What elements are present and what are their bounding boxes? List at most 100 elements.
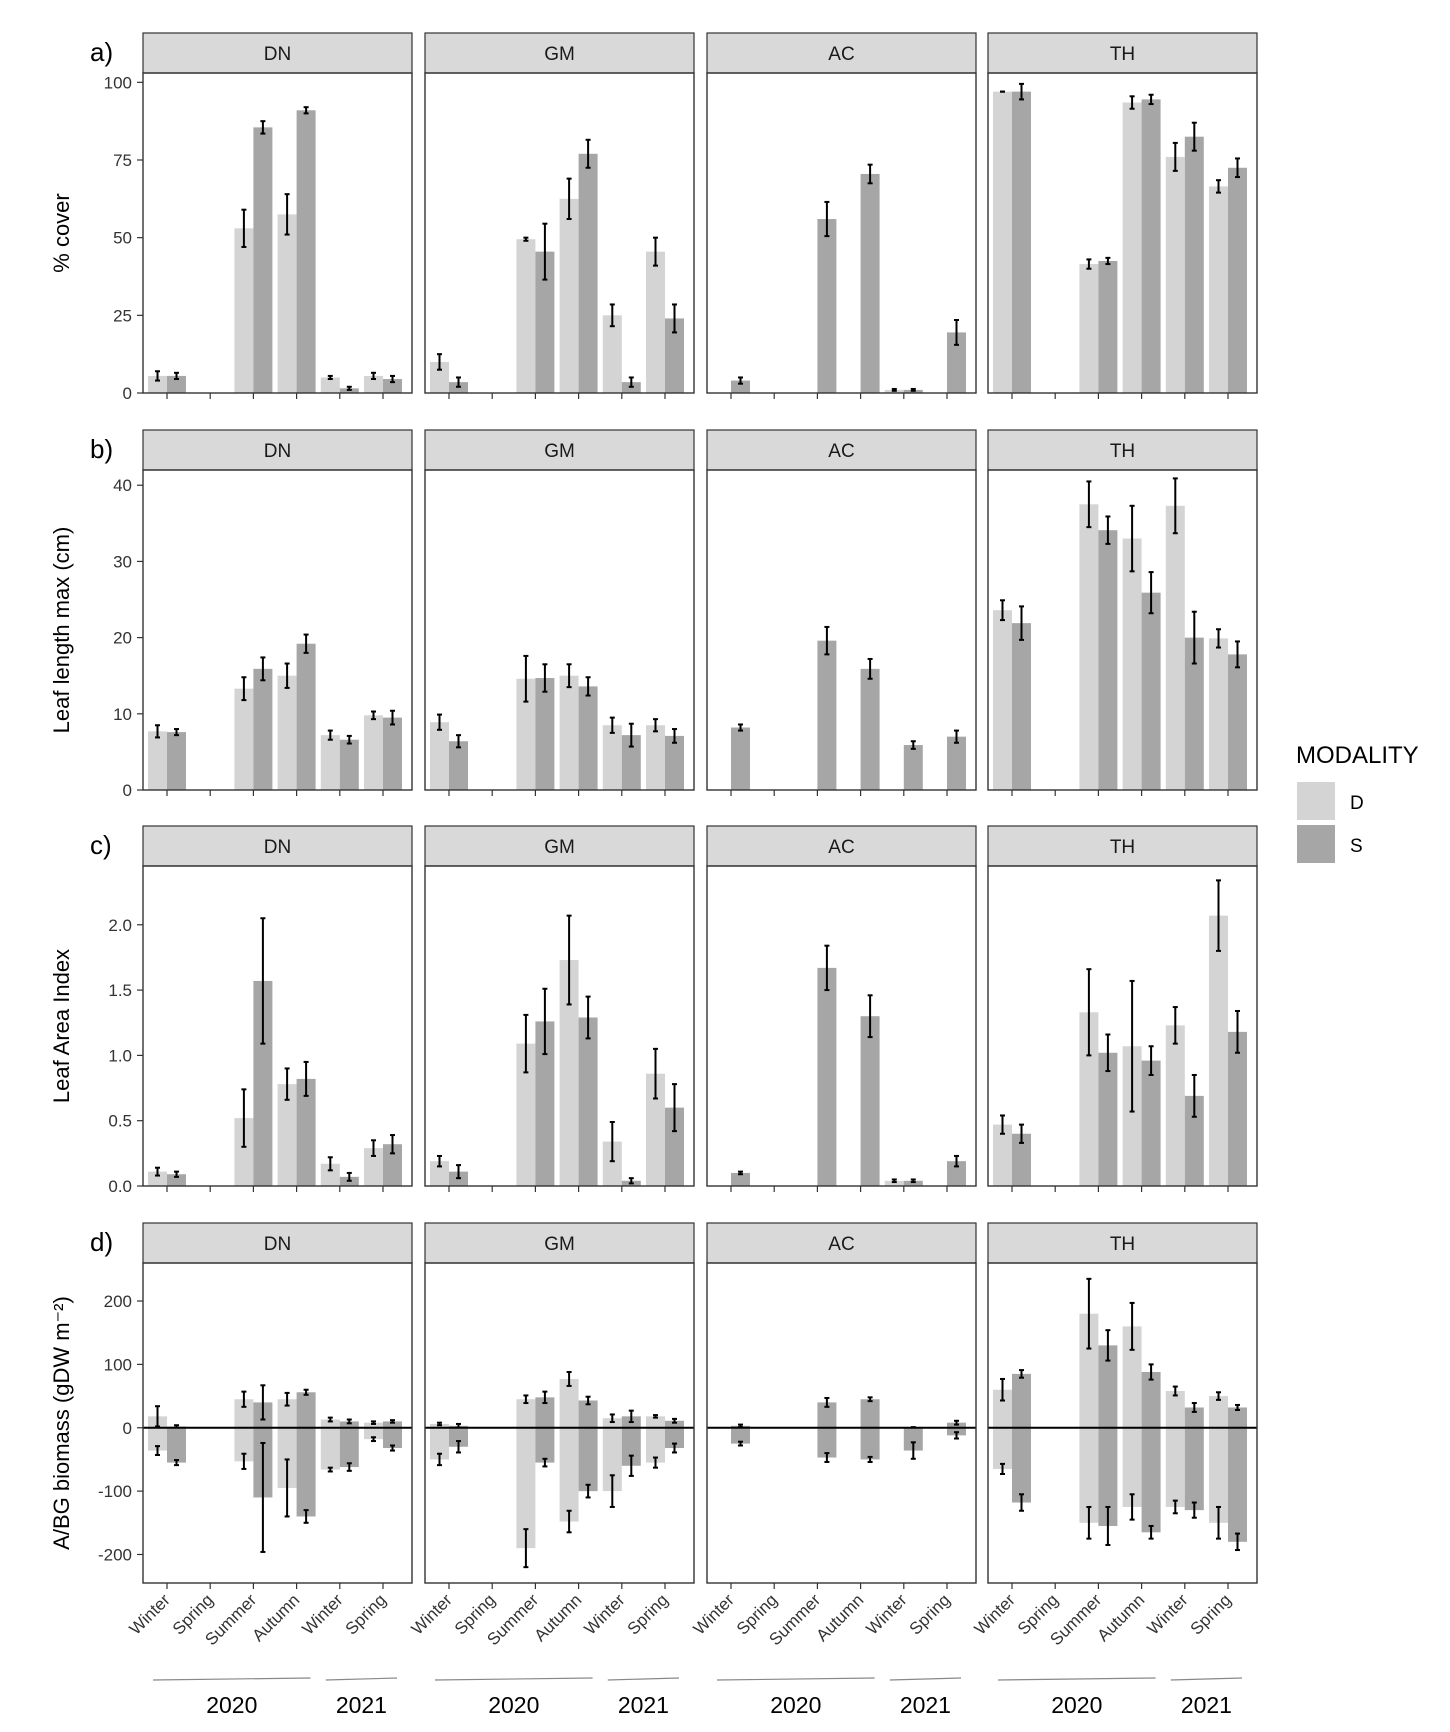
bar-s-3 [535,1021,555,1186]
bar-d-below-1 [430,1427,449,1460]
bar-s-1 [1012,91,1031,393]
panel-border [987,72,1258,394]
bar-d-above-5 [320,1419,340,1428]
bar-d-6 [1209,915,1228,1186]
bar-s-6 [383,1144,402,1186]
facet-strip-label: DN [264,44,291,65]
bar-s-6 [1228,654,1247,790]
facet-ac: AC [706,429,977,796]
panel-letter: d) [90,1227,113,1257]
bar-d-5 [1165,1025,1185,1186]
panel-row-2: b) Leaf length max (cm) 0 10 20 30 40 DN GM AC TH [49,429,1258,800]
bar-s-3 [1098,1052,1118,1186]
bar-d-1 [430,361,449,393]
y-tick-label: 75 [113,151,132,170]
y-tick-label: 0.5 [108,1112,132,1131]
bar-s-above-4 [860,1399,880,1428]
bar-d-1 [430,1161,449,1186]
bar-s-1 [1012,623,1031,790]
bar-d-6 [646,251,665,393]
y-tick-label: 40 [113,476,132,495]
bar-d-below-6 [1209,1427,1228,1523]
facet-th: TH [987,1222,1258,1589]
panel-border [424,865,695,1187]
panel-border [424,72,695,394]
year-label: 2021 [1181,1692,1232,1718]
legend-swatch-d [1297,782,1335,820]
bar-s-3 [253,668,273,790]
bar-s-5 [339,739,359,790]
facet-strip [987,825,1258,867]
bar-s-above-3 [535,1397,555,1428]
bar-d-below-5 [320,1427,340,1470]
panel-border [142,865,413,1187]
y-axis-title: A/BG biomass (gDW m⁻²) [49,1296,74,1550]
bar-d-below-3 [516,1427,536,1549]
bar-d-4 [1122,1046,1142,1186]
y-tick-label: 25 [113,306,132,325]
bar-s-5 [1184,136,1204,393]
y-tick-label: 0 [123,384,132,403]
panel-border [987,1262,1258,1584]
bar-s-above-1 [1012,1373,1031,1428]
year-separator-2020 [152,1677,311,1681]
y-tick-label: -200 [98,1545,132,1564]
bar-s-6 [947,1161,966,1186]
y-tick-label: 100 [104,73,132,92]
bar-s-4 [1141,99,1161,393]
panel-letter: c) [90,830,112,860]
facet-strip [424,32,695,74]
bar-s-6 [665,735,684,790]
facet-strip-label: TH [1110,44,1135,65]
bar-d-3 [234,688,254,790]
bar-d-6 [1209,638,1228,790]
legend-title: MODALITY [1296,742,1419,769]
bar-d-above-1 [993,1389,1012,1428]
facet-strip-label: DN [264,837,291,858]
bar-d-below-6 [646,1427,665,1463]
bar-d-5 [320,1163,340,1186]
facet-gm: GM [424,32,695,399]
facet-strip [142,429,413,471]
bar-s-1 [449,741,468,790]
bar-d-below-4 [277,1427,297,1488]
facet-strip-label: AC [828,837,854,858]
bar-d-5 [602,315,622,393]
bar-d-3 [516,1043,536,1186]
facet-strip-label: TH [1110,441,1135,462]
bar-d-above-3 [516,1399,536,1428]
bar-s-6 [665,1107,684,1186]
bar-d-3 [1079,504,1099,790]
bar-s-below-4 [578,1427,598,1492]
facet-ac: AC [706,825,977,1192]
x-tick-label-season: Winter [408,1590,456,1638]
bar-d-3 [516,678,536,790]
bar-d-above-4 [559,1378,579,1428]
legend: MODALITY D S [1296,742,1419,863]
bar-s-1 [1012,1133,1031,1186]
bar-s-4 [860,668,880,790]
bar-s-4 [860,1016,880,1186]
facet-dn: DN [142,429,413,796]
bar-s-below-1 [731,1427,750,1444]
y-tick-label: 30 [113,552,132,571]
bar-d-below-1 [148,1427,167,1451]
panel-letter: a) [90,37,113,67]
bar-s-6 [1228,167,1247,393]
bar-s-above-5 [1184,1407,1204,1428]
panel-row-1: a) % cover 0 25 50 75 100 DN GM AC TH [49,32,1258,403]
y-tick-label: 50 [113,229,132,248]
facet-strip-label: GM [544,1234,575,1255]
bar-s-below-5 [339,1427,359,1468]
bar-d-3 [234,1118,254,1186]
bar-s-below-4 [860,1427,880,1460]
facet-strip [706,32,977,74]
panel-border [706,865,977,1187]
x-tick-label-season: Winter [690,1590,738,1638]
year-separator-2020 [997,1677,1156,1681]
facet-strip [142,1222,413,1264]
bar-s-below-4 [296,1427,316,1517]
y-tick-label: 100 [104,1355,132,1374]
bar-s-3 [253,980,273,1186]
